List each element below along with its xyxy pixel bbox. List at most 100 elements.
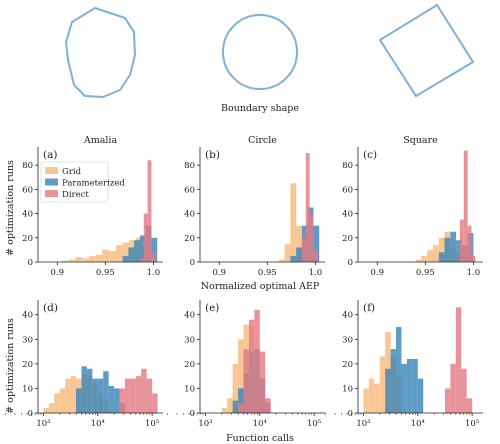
bar-grid — [238, 339, 244, 413]
amalia-shape — [64, 6, 137, 99]
y-tick-label: 60 — [184, 185, 195, 195]
bar-parameterized — [103, 371, 109, 413]
y-tick-label: 20 — [342, 234, 353, 244]
x-tick-label: 10³ — [198, 419, 212, 429]
shapes-label: Boundary shape — [221, 103, 299, 114]
bar-parameterized — [86, 368, 93, 413]
bar-parameterized — [76, 388, 82, 413]
x-tick-label: 0.9 — [50, 268, 64, 278]
y-tick-label: 0 — [190, 258, 195, 268]
bar-parameterized — [296, 247, 302, 262]
y-tick-label: 10 — [184, 384, 195, 394]
bar-direct — [124, 378, 131, 413]
bar-parameterized — [232, 400, 239, 413]
x-tick-label: 0.9 — [212, 268, 226, 278]
bar-direct — [461, 368, 467, 413]
y-tick-label: 80 — [184, 161, 195, 171]
bar-direct — [135, 376, 142, 413]
y-tick-label: 80 — [342, 161, 353, 171]
bar-grid — [290, 183, 297, 262]
xlabel-row1: Normalized optimal AEP — [201, 281, 320, 292]
xlabel-row2: Function calls — [226, 433, 294, 444]
bar-direct — [238, 403, 244, 413]
bar-parameterized — [92, 378, 98, 413]
panel-f: 0 10 20 30 40 10³ 10⁴ 10⁵ (f) — [325, 300, 483, 429]
bar-parameterized — [122, 255, 129, 262]
bar-grid — [70, 376, 77, 413]
y-tick-label: 10 — [22, 384, 33, 394]
histogram-panels: 0 20 40 60 80 0.9 0.95 1.0 (a) Amalia Grid Paramete… — [5, 135, 483, 429]
bar-parameterized — [412, 358, 418, 413]
y-tick-label: 80 — [22, 161, 33, 171]
bar-grid — [363, 388, 369, 413]
legend-label: Parameterized — [62, 179, 125, 189]
bar-parameterized — [406, 358, 413, 413]
panel-e: 0 10 20 30 40 10³ 10⁴ 10⁵ (e) — [167, 300, 325, 429]
y-tick-label: 20 — [184, 234, 195, 244]
bar-parameterized — [81, 366, 87, 413]
x-tick-label: 0.95 — [96, 268, 115, 278]
bar-direct — [259, 351, 266, 413]
bar-grid — [227, 398, 233, 413]
bar-parameterized — [151, 237, 158, 262]
panel-title: Circle — [248, 135, 277, 146]
legend-swatch — [45, 167, 58, 174]
bar-grid — [122, 242, 130, 262]
bar-direct — [130, 378, 136, 413]
bar-direct — [152, 393, 158, 413]
bar-grid — [232, 363, 239, 413]
bar-grid — [115, 245, 123, 262]
y-tick-label: 0 — [348, 258, 353, 268]
x-tick-label: 0.9 — [370, 268, 384, 278]
panel-label: (f) — [363, 302, 375, 314]
x-tick-label: 10³ — [356, 419, 370, 429]
bar-direct — [139, 258, 144, 262]
bar-direct — [463, 150, 468, 262]
x-tick-label: 1.0 — [147, 268, 161, 278]
y-tick-label: 40 — [22, 311, 33, 321]
bar-direct — [313, 249, 318, 262]
bar-grid — [284, 243, 291, 262]
x-tick-label: 10⁵ — [307, 419, 322, 429]
bar-direct — [119, 388, 125, 413]
y-tick-label: 40 — [22, 210, 33, 220]
bar-parameterized — [313, 225, 320, 262]
bar-direct — [147, 160, 152, 262]
bar-parameterized — [290, 255, 297, 262]
bar-grid — [221, 408, 228, 413]
panel-label: (c) — [363, 149, 377, 161]
y-tick-label: 60 — [22, 185, 33, 195]
bar-parameterized — [444, 237, 451, 262]
bar-direct — [141, 368, 147, 413]
legend-swatch — [45, 178, 58, 186]
bar-direct — [444, 388, 451, 413]
y-tick-label: 60 — [342, 185, 353, 195]
bar-parameterized — [139, 235, 146, 262]
bar-grid — [68, 259, 76, 262]
y-tick-label: 0 — [348, 409, 353, 419]
bar-grid — [75, 257, 83, 262]
panel-b: 0 20 40 60 80 0.9 0.95 1.0 (b) Circle — [184, 135, 325, 278]
y-tick-label: 0 — [28, 258, 33, 268]
bar-grid — [62, 260, 69, 262]
x-tick-label: 10⁵ — [145, 419, 160, 429]
bar-direct — [254, 309, 260, 413]
bar-grid — [433, 245, 439, 262]
bar-parameterized — [134, 240, 140, 262]
legend-label: Direct — [62, 190, 89, 200]
y-tick-label: 20 — [22, 360, 33, 370]
bar-direct — [143, 213, 148, 262]
bar-parameterized — [385, 368, 391, 413]
bar-parameterized — [390, 349, 397, 413]
legend-swatch — [45, 190, 58, 197]
bar-grid — [368, 378, 375, 413]
x-tick-label: 10⁴ — [91, 419, 106, 429]
bar-parameterized — [456, 240, 462, 262]
bar-parameterized — [450, 231, 457, 262]
y-tick-label: 20 — [184, 360, 195, 370]
y-tick-label: 20 — [22, 234, 33, 244]
x-tick-label: 10⁴ — [253, 419, 268, 429]
y-tick-label: 40 — [184, 210, 195, 220]
bar-parameterized — [97, 378, 104, 413]
bar-parameterized — [108, 385, 115, 413]
